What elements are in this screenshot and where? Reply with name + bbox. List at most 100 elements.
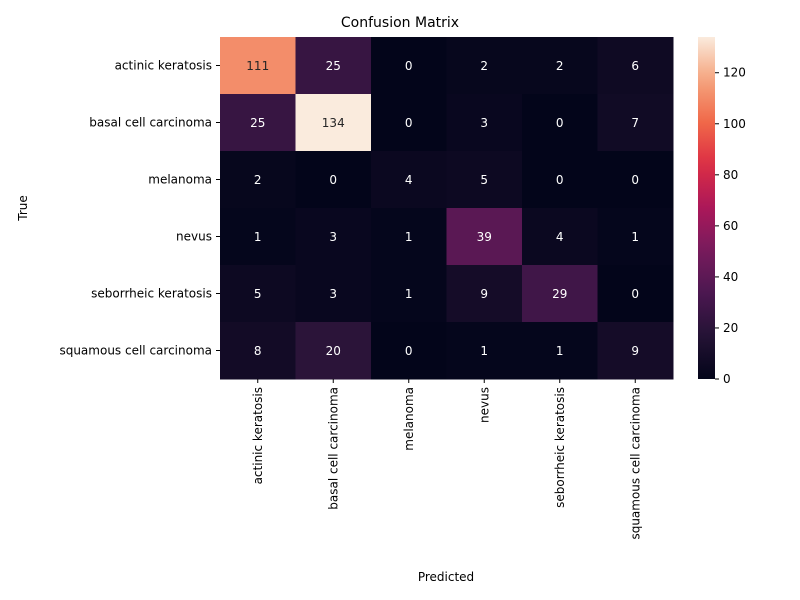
heatmap-cells: [220, 37, 674, 380]
heatmap-cell: [295, 322, 372, 380]
y-tick-label: squamous cell carcinoma: [59, 344, 212, 358]
cell-value-label: 9: [631, 344, 639, 358]
colorbar-tick-label: 20: [723, 321, 738, 335]
cell-value-label: 0: [329, 173, 337, 187]
heatmap-cell: [220, 322, 296, 380]
cell-value-label: 4: [405, 173, 413, 187]
cell-value-label: 2: [254, 173, 262, 187]
heatmap-cell: [295, 94, 372, 152]
colorbar-tick-label: 60: [723, 219, 738, 233]
cell-value-label: 1: [556, 344, 564, 358]
heatmap-cell: [371, 265, 447, 323]
cell-value-label: 134: [322, 116, 345, 130]
y-tick-label: nevus: [176, 230, 212, 244]
cell-value-label: 0: [405, 344, 413, 358]
heatmap-cell: [522, 151, 598, 209]
heatmap-cell: [220, 208, 296, 266]
y-tick-label: basal cell carcinoma: [89, 116, 212, 130]
cell-value-label: 1: [254, 230, 262, 244]
y-tick-label: actinic keratosis: [115, 59, 212, 73]
cell-value-label: 3: [329, 230, 337, 244]
heatmap-cell: [597, 94, 674, 152]
x-tick-label: melanoma: [402, 387, 416, 451]
cell-value-label: 2: [556, 59, 564, 73]
heatmap-cell: [522, 208, 598, 266]
cell-value-label: 9: [480, 287, 488, 301]
cell-value-label: 20: [326, 344, 341, 358]
heatmap-cell: [522, 322, 598, 380]
x-axis-label: Predicted: [418, 570, 474, 584]
heatmap-cell: [446, 94, 523, 152]
cell-value-label: 5: [254, 287, 262, 301]
heatmap-cell: [446, 322, 523, 380]
x-tick-label: squamous cell carcinoma: [628, 387, 642, 540]
heatmap-cell: [446, 37, 523, 95]
heatmap-cell: [522, 94, 598, 152]
heatmap-cell: [295, 37, 372, 95]
y-tick-label: seborrheic keratosis: [91, 287, 212, 301]
cell-value-label: 3: [480, 116, 488, 130]
cell-value-label: 25: [326, 59, 341, 73]
colorbar-tick-label: 80: [723, 168, 738, 182]
heatmap-cell: [371, 94, 447, 152]
cell-value-label: 5: [480, 173, 488, 187]
cell-value-label: 25: [250, 116, 265, 130]
cell-value-label: 2: [480, 59, 488, 73]
cell-value-label: 0: [631, 173, 639, 187]
cell-value-label: 3: [329, 287, 337, 301]
y-axis-ticks: actinic keratosis basal cell carcinoma mel…: [59, 59, 220, 358]
heatmap-cell: [597, 322, 674, 380]
cell-value-label: 8: [254, 344, 262, 358]
colorbar: 0 20 40 60 80 100 120: [698, 37, 746, 386]
x-tick-label: seborrheic keratosis: [553, 387, 567, 508]
cell-value-label: 0: [405, 116, 413, 130]
cell-value-label: 0: [556, 116, 564, 130]
heatmap-cell: [220, 265, 296, 323]
heatmap-cell: [371, 322, 447, 380]
heatmap-cell: [597, 151, 674, 209]
cell-value-label: 7: [631, 116, 639, 130]
heatmap-cell: [446, 265, 523, 323]
colorbar-tick-label: 40: [723, 270, 738, 284]
cell-value-label: 4: [556, 230, 564, 244]
heatmap-cell: [597, 265, 674, 323]
heatmap-cell: [220, 94, 296, 152]
colorbar-tick-label: 0: [723, 372, 731, 386]
x-axis-ticks: actinic keratosis basal cell carcinoma mel…: [251, 379, 642, 540]
x-tick-label: nevus: [477, 387, 491, 423]
x-tick-label: basal cell carcinoma: [326, 387, 340, 510]
chart-title: Confusion Matrix: [341, 15, 459, 31]
y-axis-label: True: [16, 195, 30, 222]
heatmap-cell: [220, 37, 296, 95]
heatmap-cell: [295, 208, 372, 266]
cell-value-label: 1: [405, 287, 413, 301]
heatmap-cell: [295, 265, 372, 323]
colorbar-tick-label: 100: [723, 117, 746, 131]
heatmap-cell: [597, 37, 674, 95]
cell-value-label: 39: [477, 230, 492, 244]
cell-value-label: 6: [631, 59, 639, 73]
cell-value-label: 29: [552, 287, 567, 301]
heatmap-cell: [446, 208, 523, 266]
cell-value-label: 1: [405, 230, 413, 244]
x-tick-label: actinic keratosis: [251, 387, 265, 484]
cell-value-label: 0: [631, 287, 639, 301]
cell-value-label: 0: [556, 173, 564, 187]
cell-value-label: 0: [405, 59, 413, 73]
heatmap-cell: [522, 37, 598, 95]
heatmap-cell: [371, 208, 447, 266]
colorbar-tick-label: 120: [723, 66, 746, 80]
heatmap-cell: [371, 37, 447, 95]
heatmap-cell: [446, 151, 523, 209]
colorbar-gradient: [698, 37, 715, 379]
heatmap-cell: [295, 151, 372, 209]
heatmap-cell: [522, 265, 598, 323]
cell-value-label: 1: [631, 230, 639, 244]
cell-value-label: 1: [480, 344, 488, 358]
heatmap-cell-labels: 111 25 0 2 2 625 134 0 3 0 72 0 4 5 0 01 3 1 39 4 15 3 1 9 29 08 2…: [246, 59, 639, 358]
y-tick-label: melanoma: [148, 173, 212, 187]
heatmap-cell: [220, 151, 296, 209]
cell-value-label: 111: [246, 59, 269, 73]
